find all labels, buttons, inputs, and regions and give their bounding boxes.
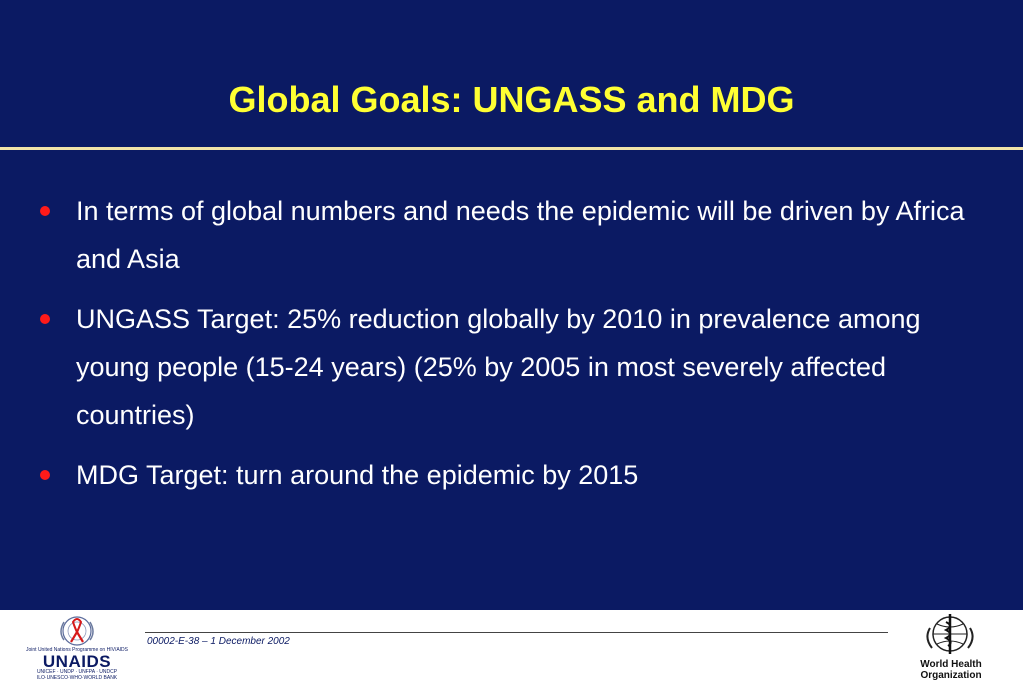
bullet-dot-icon (40, 206, 50, 216)
unaids-emblem-icon (60, 616, 94, 646)
who-name-line1: World Health (920, 659, 982, 670)
slide-footer: Joint United Nations Programme on HIV/AI… (0, 610, 1023, 682)
footer-divider (145, 632, 888, 633)
bullet-dot-icon (40, 470, 50, 480)
bullet-dot-icon (40, 314, 50, 324)
slide-body: Global Goals: UNGASS and MDG In terms of… (0, 0, 1023, 610)
bullet-text: UNGASS Target: 25% reduction globally by… (76, 304, 921, 430)
title-divider (0, 147, 1023, 150)
slide-title: Global Goals: UNGASS and MDG (228, 79, 795, 120)
bullet-item: MDG Target: turn around the epidemic by … (0, 451, 1023, 499)
unaids-logo: Joint United Nations Programme on HIV/AI… (22, 614, 132, 681)
footer-reference: 00002-E-38 – 1 December 2002 (147, 636, 290, 647)
who-logo: World Health Organization (900, 610, 1000, 682)
bullet-list: In terms of global numbers and needs the… (0, 187, 1023, 511)
who-name-line2: Organization (920, 670, 982, 681)
unaids-wordmark: UNAIDS (42, 652, 112, 671)
unaids-cosponsors-line1: UNICEF · UNDP · UNFPA · UNDCP (36, 669, 118, 675)
bullet-item: In terms of global numbers and needs the… (0, 187, 1023, 283)
bullet-text: MDG Target: turn around the epidemic by … (76, 460, 639, 490)
who-emblem-icon (926, 614, 974, 654)
unaids-cosponsors-line2: ILO·UNESCO·WHO·WORLD BANK (36, 675, 118, 681)
bullet-text: In terms of global numbers and needs the… (76, 196, 965, 274)
bullet-item: UNGASS Target: 25% reduction globally by… (0, 295, 1023, 439)
unaids-tagline: Joint United Nations Programme on HIV/AI… (26, 647, 128, 653)
